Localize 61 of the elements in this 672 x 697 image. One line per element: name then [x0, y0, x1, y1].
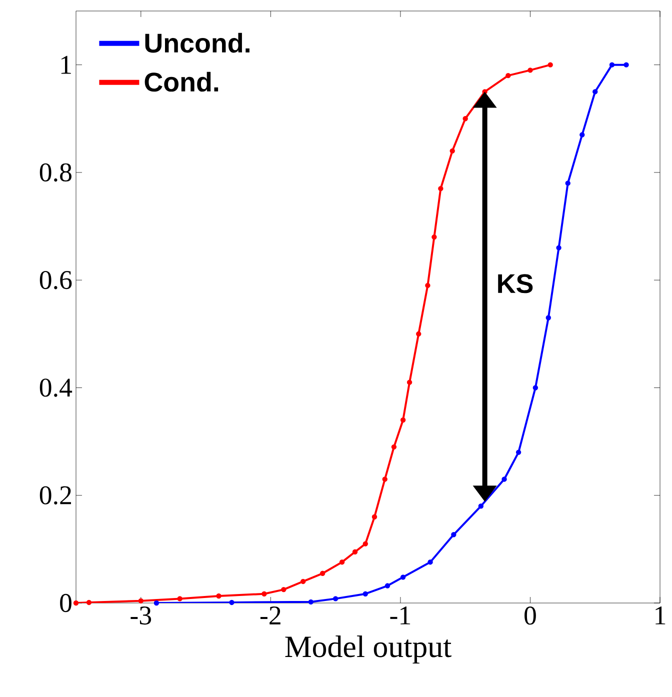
point: [565, 180, 570, 186]
point: [416, 331, 422, 337]
point: [281, 586, 286, 592]
annotation: KS: [498, 274, 533, 294]
y-tick-label: 1: [61, 56, 71, 74]
point: [372, 514, 378, 520]
point: [300, 578, 306, 584]
legend-label: Uncond.: [145, 32, 250, 53]
point: [382, 476, 388, 482]
point: [451, 532, 456, 538]
y-tick-label: 0.8: [40, 163, 72, 182]
x-tick-label: -3: [130, 606, 152, 625]
point: [362, 591, 368, 596]
point: [262, 591, 267, 596]
point: [624, 62, 629, 68]
point: [548, 62, 553, 68]
x-tick-label: -2: [260, 606, 280, 624]
x-axis-title: Model output: [285, 636, 452, 664]
point: [406, 380, 412, 385]
point: [138, 598, 144, 604]
y-tick-label: 0.6: [40, 270, 72, 290]
point: [528, 68, 533, 73]
point: [384, 583, 390, 588]
point: [400, 574, 406, 580]
point: [177, 596, 182, 602]
y-tick-label: 0: [60, 594, 72, 612]
point: [216, 593, 222, 599]
point: [320, 570, 326, 576]
x-tick-label: 0: [524, 606, 536, 625]
point: [516, 450, 522, 455]
point: [432, 234, 437, 240]
point: [532, 385, 538, 390]
point: [400, 417, 406, 423]
point: [546, 315, 551, 320]
point: [362, 541, 368, 546]
point: [478, 504, 484, 509]
point: [352, 549, 358, 554]
legend-label: Cond.: [144, 72, 218, 92]
point: [339, 559, 345, 565]
point: [506, 72, 511, 78]
point: [308, 599, 314, 605]
point: [154, 600, 160, 606]
point: [580, 132, 585, 138]
point: [450, 148, 455, 154]
x-tick-label: -1: [390, 606, 410, 624]
point: [438, 186, 444, 192]
point: [86, 600, 92, 606]
x-tick-label: 1: [656, 606, 666, 624]
point: [428, 559, 433, 565]
point: [609, 62, 615, 68]
point: [332, 596, 338, 602]
point: [391, 444, 397, 450]
point: [462, 116, 468, 122]
point: [73, 600, 79, 606]
y-tick-label: 0.4: [40, 378, 72, 397]
point: [592, 89, 598, 94]
point: [556, 245, 562, 250]
y-tick-label: 0.2: [40, 486, 71, 504]
point: [229, 600, 234, 606]
point: [425, 282, 430, 288]
point: [502, 476, 507, 482]
